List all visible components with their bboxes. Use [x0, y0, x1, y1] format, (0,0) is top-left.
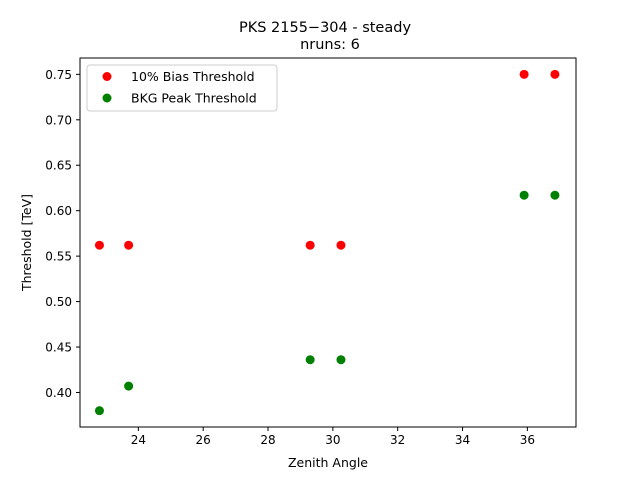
x-tick-label: 26 — [196, 433, 211, 447]
data-points — [94, 69, 560, 416]
plot-area-frame — [79, 57, 577, 428]
x-tick-label: 34 — [455, 433, 470, 447]
x-tick-label: 32 — [390, 433, 405, 447]
x-axis-label: Zenith Angle — [288, 455, 368, 470]
x-tick-label: 24 — [131, 433, 146, 447]
axis-ticks: 24 26 28 30 32 34 36 0.40 0.45 0.50 0.55 0.60 0.65 0.… — [45, 68, 535, 447]
data-point-series-0 — [336, 240, 346, 250]
chart-subtitle: nruns: 6 — [300, 37, 360, 53]
chart-title: PKS 2155−304 - steady — [239, 20, 411, 36]
data-point-series-1 — [124, 381, 134, 391]
legend-label-bkg: BKG Peak Threshold — [131, 91, 257, 106]
legend-box — [86, 64, 278, 112]
y-tick-label: 0.45 — [45, 341, 72, 355]
data-point-series-1 — [94, 406, 104, 416]
x-tick-label: 36 — [520, 433, 535, 447]
y-tick-label: 0.65 — [45, 159, 72, 173]
data-point-series-0 — [550, 69, 560, 79]
data-point-series-0 — [94, 240, 104, 250]
data-point-series-0 — [124, 240, 134, 250]
data-point-series-0 — [305, 240, 315, 250]
y-tick-label: 0.55 — [45, 250, 72, 264]
y-tick-label: 0.75 — [45, 68, 72, 82]
x-tick-label: 28 — [260, 433, 275, 447]
y-tick-label: 0.70 — [45, 113, 72, 127]
data-point-series-0 — [519, 69, 529, 79]
data-point-series-1 — [336, 355, 346, 365]
y-axis-label: Threshold [TeV] — [19, 194, 34, 292]
legend-marker-bias — [102, 72, 112, 81]
y-tick-label: 0.50 — [45, 295, 72, 309]
data-point-series-1 — [550, 190, 560, 200]
y-tick-label: 0.40 — [45, 386, 72, 400]
data-point-series-1 — [305, 355, 315, 365]
legend-label-bias: 10% Bias Threshold — [131, 69, 255, 84]
y-tick-label: 0.60 — [45, 204, 72, 218]
legend-marker-bkg — [102, 93, 112, 103]
legend: 10% Bias Threshold BKG Peak Threshold — [86, 64, 278, 112]
x-tick-label: 30 — [325, 433, 340, 447]
data-point-series-1 — [519, 190, 529, 200]
